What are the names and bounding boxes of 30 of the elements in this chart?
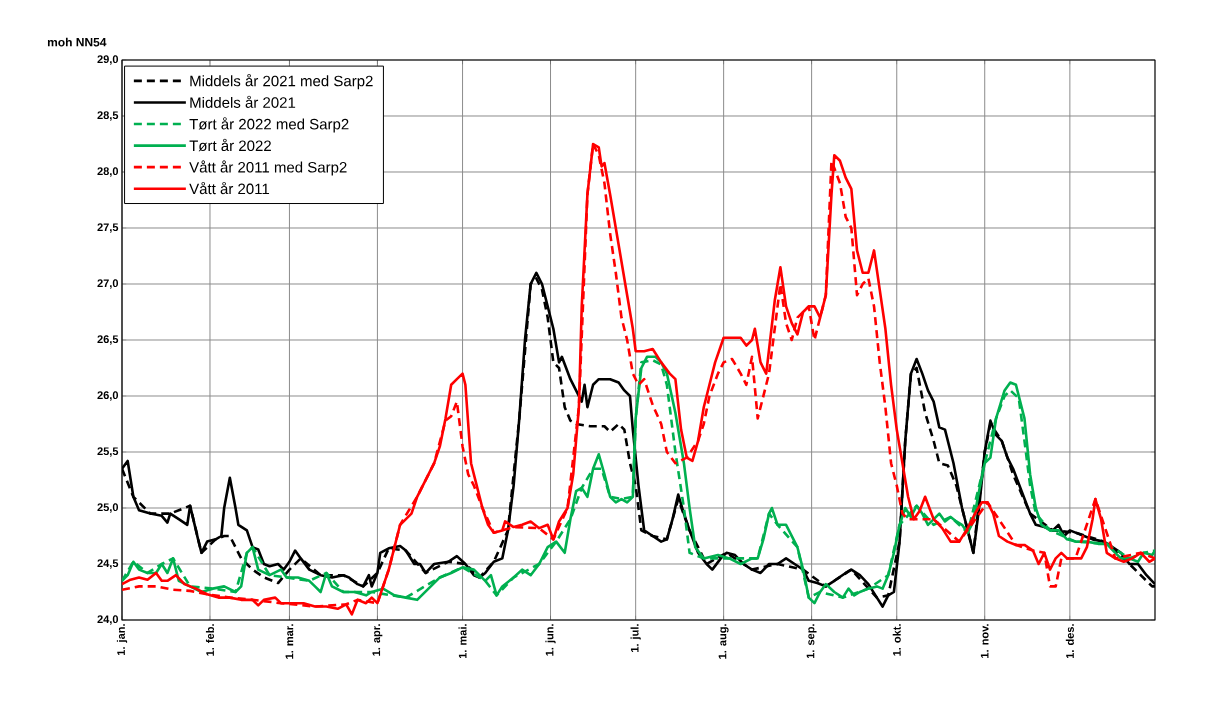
- x-tick-label: 1. okt.: [892, 624, 901, 656]
- x-tick-label: 1. jan.: [116, 624, 128, 656]
- x-tick-label: 1. nov.: [980, 624, 989, 658]
- y-tick-label: 28,5: [97, 111, 119, 121]
- legend-label: Middels år 2021: [190, 95, 296, 108]
- x-tick-label: 1. des.: [1065, 624, 1074, 659]
- x-tick-label: 1. mai.: [458, 624, 467, 659]
- legend-label: Tørt år 2022: [189, 138, 271, 152]
- x-tick-label: 1. apr.: [372, 624, 383, 656]
- x-tick-label: 1. mar.: [285, 624, 294, 659]
- y-tick-label: 25,0: [97, 503, 119, 513]
- x-tick-label: 1. aug.: [718, 624, 729, 659]
- y-tick-label: 24,0: [97, 615, 119, 625]
- x-tick-label: 1. jun.: [545, 624, 556, 656]
- y-tick-label: 24,5: [97, 559, 119, 569]
- y-tick-label: 29,0: [97, 55, 119, 65]
- legend-label: Tørt år 2022 med Sarp2: [189, 117, 349, 133]
- y-tick-label: 27,5: [97, 223, 119, 233]
- y-axis-title: moh NN54: [47, 37, 107, 47]
- x-tick-label: 1. feb.: [205, 624, 215, 656]
- y-tick-label: 26,0: [97, 391, 119, 401]
- x-tick-label: 1. sep.: [806, 624, 817, 659]
- legend-label: Middels år 2021 med Sarp2: [190, 74, 373, 90]
- y-tick-label: 26,5: [97, 335, 119, 345]
- legend-label: Vått år 2011: [189, 181, 270, 195]
- y-tick-label: 25,5: [97, 447, 119, 457]
- y-tick-label: 28,0: [97, 167, 119, 177]
- legend-label: Vått år 2011 med Sarp2: [189, 160, 347, 176]
- y-tick-label: 27,0: [97, 279, 119, 289]
- x-tick-label: 1. jul.: [630, 624, 641, 652]
